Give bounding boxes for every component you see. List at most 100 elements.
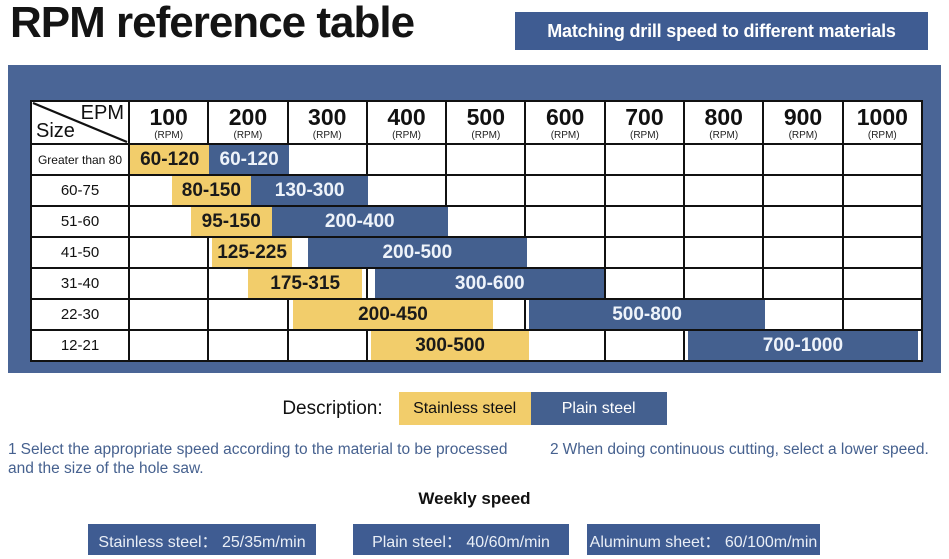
column-rpm-value: 900 bbox=[783, 103, 823, 130]
row-size-label: 31-40 bbox=[32, 269, 130, 298]
row-size-label: 60-75 bbox=[32, 176, 130, 205]
grid-cell bbox=[286, 300, 366, 329]
table-frame: EPM Size 100 (RPM) 200 (RPM) 300 (RPM) 400 (RPM… bbox=[8, 65, 941, 373]
grid-cell bbox=[524, 176, 603, 205]
grid-cell bbox=[683, 145, 762, 174]
grid-cell bbox=[207, 300, 286, 329]
grid-cell bbox=[524, 207, 603, 236]
legend: Description: Stainless steel Plain steel bbox=[0, 392, 949, 425]
note-1-number: 1 bbox=[8, 441, 17, 458]
speed-range-bar-blue: 60-120 bbox=[209, 145, 289, 174]
row-grid: 300-500 700-1000 bbox=[130, 331, 921, 360]
grid-cell bbox=[603, 176, 683, 205]
grid-cell bbox=[762, 269, 841, 298]
grid-cell bbox=[365, 331, 445, 360]
grid-cell bbox=[762, 176, 841, 205]
table-row: 12-21 300-500 700-1000 bbox=[32, 329, 921, 360]
grid-cell bbox=[841, 269, 921, 298]
grid-cell bbox=[207, 331, 286, 360]
grid-cell bbox=[445, 176, 524, 205]
row-grid: 125-225 200-500 bbox=[130, 238, 921, 267]
column-header: 600 (RPM) bbox=[524, 102, 603, 143]
row-size-label: 12-21 bbox=[32, 331, 130, 360]
grid-cell bbox=[762, 145, 841, 174]
note-2: 2 When doing continuous cutting, select a… bbox=[550, 440, 941, 479]
grid-cell bbox=[683, 238, 762, 267]
grid-cell bbox=[762, 300, 841, 329]
grid-cell bbox=[524, 300, 603, 329]
table-header-row: EPM Size 100 (RPM) 200 (RPM) 300 (RPM) 400 (RPM… bbox=[32, 102, 921, 143]
column-rpm-unit: (RPM) bbox=[233, 129, 263, 141]
note-1-text: Select the appropriate speed according t… bbox=[8, 441, 508, 478]
corner-size-label: Size bbox=[36, 120, 75, 142]
grid-cell bbox=[445, 207, 524, 236]
table-row: 41-50 125-225 200-500 bbox=[32, 236, 921, 267]
row-size-label: 41-50 bbox=[32, 238, 130, 267]
grid-cell bbox=[365, 176, 445, 205]
row-grid: 200-450 500-800 bbox=[130, 300, 921, 329]
column-rpm-value: 100 bbox=[149, 103, 188, 130]
note-1: 1 Select the appropriate speed according … bbox=[8, 440, 532, 479]
table-row: 31-40 175-315 300-600 bbox=[32, 267, 921, 298]
weekly-speed-bar: Plain steel： 40/60m/min bbox=[353, 524, 569, 555]
row-grid: 60-120 60-120 bbox=[130, 145, 921, 174]
grid-cell bbox=[603, 207, 683, 236]
column-rpm-value: 400 bbox=[387, 103, 426, 130]
column-rpm-unit: (RPM) bbox=[471, 129, 501, 141]
weekly-speed-bar: Aluminum sheet： 60/100m/min bbox=[587, 524, 820, 555]
row-grid: 95-150 200-400 bbox=[130, 207, 921, 236]
column-header: 500 (RPM) bbox=[445, 102, 524, 143]
column-rpm-unit: (RPM) bbox=[788, 129, 818, 141]
grid-cell bbox=[524, 331, 603, 360]
subtitle-badge: Matching drill speed to different materi… bbox=[515, 12, 928, 50]
column-rpm-value: 500 bbox=[466, 103, 506, 130]
speed-range-bar-yellow: 95-150 bbox=[190, 207, 272, 236]
notes: 1 Select the appropriate speed according … bbox=[8, 440, 941, 479]
grid-cell bbox=[683, 269, 762, 298]
column-header: 1000 (RPM) bbox=[841, 102, 921, 143]
speed-range-bar-yellow: 300-500 bbox=[371, 331, 529, 360]
speed-range-bar-blue: 700-1000 bbox=[687, 331, 919, 360]
column-rpm-value: 1000 bbox=[856, 103, 908, 130]
speed-range-bar-yellow: 175-315 bbox=[248, 269, 363, 298]
grid-cell bbox=[683, 207, 762, 236]
grid-cell bbox=[603, 331, 683, 360]
column-rpm-unit: (RPM) bbox=[867, 129, 897, 141]
column-rpm-value: 300 bbox=[308, 103, 347, 130]
column-header: 700 (RPM) bbox=[603, 102, 683, 143]
column-rpm-unit: (RPM) bbox=[392, 129, 421, 141]
grid-cell bbox=[841, 145, 921, 174]
row-grid: 80-150 130-300 bbox=[130, 176, 921, 205]
weekly-speed-heading: Weekly speed bbox=[418, 489, 531, 508]
speed-range-bar-blue: 200-400 bbox=[271, 207, 448, 236]
column-rpm-value: 800 bbox=[704, 103, 743, 130]
grid-cell bbox=[207, 238, 286, 267]
grid-cell bbox=[841, 176, 921, 205]
grid-cell bbox=[130, 300, 207, 329]
note-2-number: 2 bbox=[550, 441, 559, 458]
column-header: 100 (RPM) bbox=[130, 102, 207, 143]
speed-range-bar-yellow: 125-225 bbox=[212, 238, 292, 267]
legend-label: Description: bbox=[282, 397, 383, 419]
speed-range-bar-yellow: 60-120 bbox=[130, 145, 210, 174]
table-corner-cell: EPM Size bbox=[32, 102, 130, 143]
grid-cell bbox=[286, 145, 366, 174]
diagonal-divider-line bbox=[32, 102, 128, 143]
legend-chips: Stainless steel Plain steel bbox=[398, 392, 667, 425]
page-title: RPM reference table bbox=[10, 0, 415, 47]
column-rpm-value: 200 bbox=[228, 103, 268, 130]
grid-cell bbox=[207, 269, 286, 298]
speed-range-bar-blue: 500-800 bbox=[528, 300, 766, 329]
table-row: 60-75 80-150 130-300 bbox=[32, 174, 921, 205]
column-header: 400 (RPM) bbox=[365, 102, 445, 143]
column-rpm-unit: (RPM) bbox=[709, 129, 739, 141]
grid-cell bbox=[603, 269, 683, 298]
column-header: 200 (RPM) bbox=[207, 102, 286, 143]
weekly-speed-bar: Stainless steel： 25/35m/min bbox=[88, 524, 316, 555]
speed-range-bar-blue: 200-500 bbox=[307, 238, 527, 267]
table-body: Greater than 80 60-120 60-120 60-75 80-150 13… bbox=[32, 143, 921, 360]
grid-cell bbox=[130, 331, 207, 360]
speed-range-bar-yellow: 200-450 bbox=[292, 300, 494, 329]
grid-cell bbox=[603, 145, 683, 174]
grid-cell bbox=[365, 269, 445, 298]
